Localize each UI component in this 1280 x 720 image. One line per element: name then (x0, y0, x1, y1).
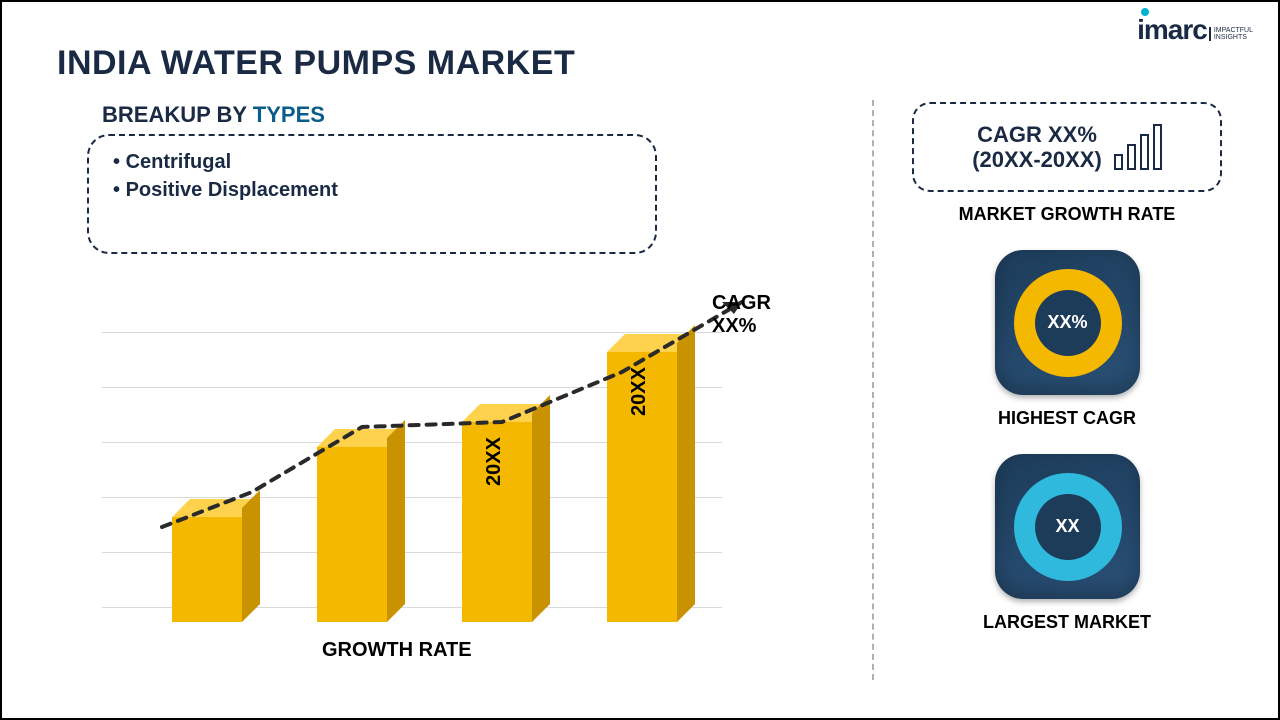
donut-value: XX% (1047, 312, 1087, 333)
brand-logo: imarc IMPACTFULINSIGHTS (1137, 14, 1253, 46)
list-item: Centrifugal (113, 148, 631, 176)
page-title: INDIA WATER PUMPS MARKET (57, 44, 575, 83)
cagr-summary-box: CAGR XX%(20XX-20XX) (912, 102, 1222, 192)
logo-word: imarc (1137, 14, 1207, 45)
highest-cagr-card: XX% (995, 250, 1140, 395)
x-axis-label: GROWTH RATE (322, 639, 472, 662)
largest-market-label: LARGEST MARKET (942, 612, 1192, 633)
types-list: Centrifugal Positive Displacement (87, 134, 657, 254)
bar: 20XX (607, 352, 677, 622)
growth-bar-chart: 20XX 20XX CAGR XX% GROWTH RATE (72, 292, 792, 672)
highest-cagr-label: HIGHEST CAGR (942, 408, 1192, 429)
donut-value: XX (1055, 516, 1079, 537)
breakup-heading: BREAKUP BY TYPES (102, 102, 325, 128)
breakup-highlight: TYPES (253, 102, 325, 127)
donut-chart-highest: XX% (1014, 269, 1122, 377)
market-growth-label: MARKET GROWTH RATE (942, 204, 1192, 225)
list-item: Positive Displacement (113, 176, 631, 204)
chart-cagr-label: CAGR XX% (712, 292, 792, 338)
bar (317, 447, 387, 622)
vertical-divider (872, 100, 874, 680)
logo-text: imarc (1137, 14, 1207, 46)
largest-market-card: XX (995, 454, 1140, 599)
bar (172, 517, 242, 622)
mini-bars-icon (1114, 124, 1162, 170)
logo-tagline: IMPACTFULINSIGHTS (1209, 27, 1253, 41)
breakup-prefix: BREAKUP BY (102, 102, 253, 127)
donut-chart-largest: XX (1014, 473, 1122, 581)
cagr-text: CAGR XX%(20XX-20XX) (972, 122, 1102, 173)
bar: 20XX (462, 422, 532, 622)
